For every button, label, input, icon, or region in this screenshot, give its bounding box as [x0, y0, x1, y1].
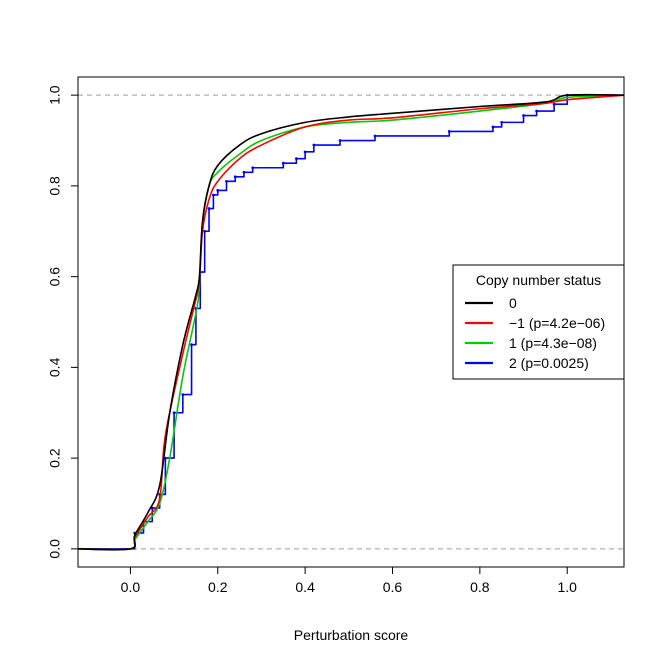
y-tick-label: 0.6 — [47, 267, 63, 287]
series-layer — [77, 93, 625, 551]
series-point — [447, 130, 451, 133]
series-point — [338, 139, 342, 142]
y-axis: 0.0 0.2 0.4 0.6 0.8 1.0 — [47, 85, 79, 559]
series-point — [251, 166, 255, 170]
y-tick-label: 1.0 — [47, 85, 63, 105]
series-point — [216, 189, 220, 192]
series-point — [207, 207, 211, 210]
y-tick-label: 0.8 — [47, 176, 63, 196]
x-tick-label: 1.0 — [557, 579, 577, 595]
series-point — [190, 343, 193, 347]
series-line — [78, 94, 624, 550]
y-tick-label: 0.0 — [47, 539, 63, 559]
x-tick-label: 0.0 — [121, 579, 141, 595]
series-point — [373, 134, 377, 138]
x-axis-label: Perturbation score — [294, 627, 409, 643]
series-point — [535, 109, 539, 113]
series-point — [203, 229, 207, 233]
series-line — [77, 93, 625, 551]
y-tick-label: 0.4 — [47, 357, 63, 377]
series-point — [522, 114, 525, 117]
series-point — [225, 179, 228, 183]
series-point — [242, 170, 246, 174]
series-point — [172, 411, 176, 415]
series-point — [295, 157, 298, 161]
series-point — [212, 193, 215, 197]
legend-label: 0 — [509, 295, 517, 311]
legend-label: 2 (p=0.0025) — [509, 355, 589, 371]
series-point — [500, 120, 504, 124]
x-axis: 0.0 0.2 0.4 0.6 0.8 1.0 — [121, 566, 577, 595]
legend-label: 1 (p=4.3e−08) — [509, 335, 597, 351]
legend-label: −1 (p=4.2e−06) — [509, 315, 605, 331]
series-point — [491, 125, 495, 129]
x-tick-label: 0.4 — [295, 579, 315, 595]
series-line — [77, 94, 625, 551]
x-tick-label: 0.6 — [383, 579, 403, 595]
series-point — [181, 393, 185, 396]
series-point — [281, 161, 285, 165]
series-point — [552, 102, 556, 106]
series-point — [233, 175, 237, 179]
legend-title: Copy number status — [476, 272, 601, 288]
reference-lines — [78, 94, 624, 550]
series-point — [303, 150, 307, 154]
legend: Copy number status 0 −1 (p=4.2e−06) 1 (p=4.… — [452, 264, 625, 380]
series-point — [312, 143, 316, 147]
x-tick-label: 0.2 — [208, 579, 228, 595]
y-tick-label: 0.2 — [47, 448, 63, 468]
x-tick-label: 0.8 — [470, 579, 490, 595]
